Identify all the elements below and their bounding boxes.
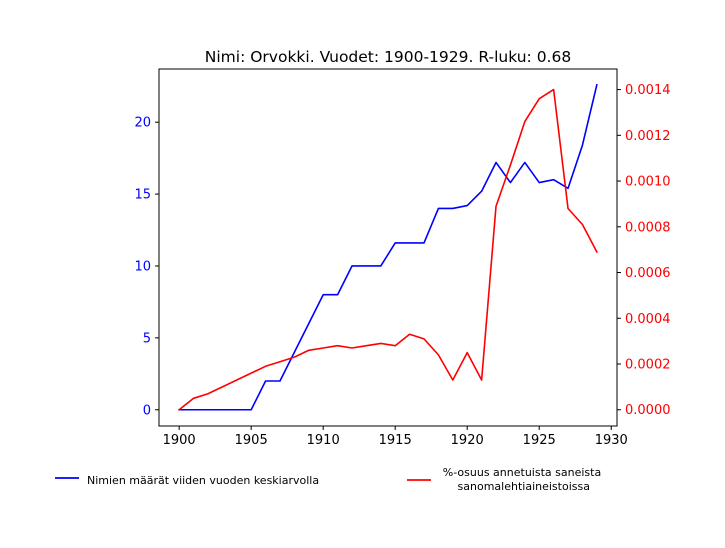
x-tick-label: 1905 (235, 433, 268, 448)
x-tick-label: 1920 (451, 433, 484, 448)
chart-title: Nimi: Orvokki. Vuodet: 1900-1929. R-luku… (205, 48, 571, 66)
plot-area: 1900 1905 1910 1915 1920 1925 1930 0 5 10 15 20 0.00… (134, 68, 671, 448)
y-right-tick-label: 0.0010 (625, 175, 671, 190)
y-right-tick-label: 0.0014 (625, 83, 671, 98)
y-right-tick-label: 0.0002 (625, 358, 671, 373)
legend-label-1: Nimien määrät viiden vuoden keskiarvolla (87, 474, 319, 487)
series-line-1 (178, 83, 598, 411)
legend: Nimien määrät viiden vuoden keskiarvolla… (55, 466, 601, 493)
x-tick-label: 1910 (307, 433, 340, 448)
y-right-tick-label: 0.0000 (625, 403, 671, 418)
y-left-tick-label: 0 (143, 403, 151, 418)
y-left-tick-label: 15 (134, 188, 151, 203)
y-left-tick-label: 5 (143, 331, 151, 346)
y-right-tick-label: 0.0008 (625, 220, 671, 235)
y-left-tick-label: 20 (134, 116, 151, 131)
y-right-tick-label: 0.0012 (625, 129, 671, 144)
x-tick-label: 1900 (163, 433, 196, 448)
y-left-tick-label: 10 (134, 259, 151, 274)
x-tick-label: 1930 (595, 433, 628, 448)
x-tick-label: 1915 (379, 433, 412, 448)
y-right-tick-label: 0.0004 (625, 312, 671, 327)
legend-label-2: %-osuus annetuista saneista sanomalehtia… (443, 466, 601, 493)
series-line-2 (178, 88, 598, 411)
y-right-tick-label: 0.0006 (625, 266, 671, 281)
plot-frame (158, 68, 618, 427)
x-tick-label: 1925 (523, 433, 556, 448)
